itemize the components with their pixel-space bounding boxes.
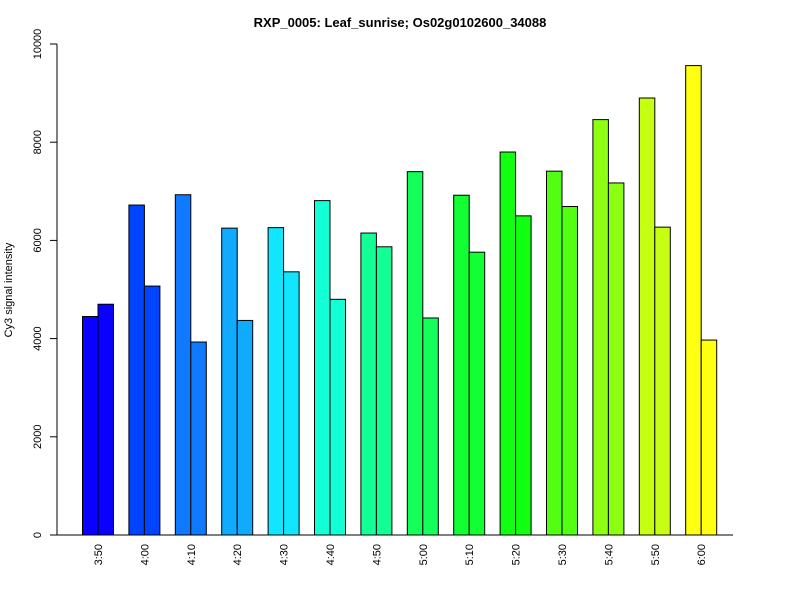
bar-550-s1 <box>638 97 656 536</box>
y-tick-label: 0 <box>32 532 44 538</box>
bar-350-s1 <box>82 316 99 536</box>
bar-350-s2 <box>97 303 114 536</box>
bar-400-s1 <box>128 204 145 536</box>
x-tick-label: 5:50 <box>650 544 662 565</box>
x-tick-label: 4:00 <box>139 544 151 565</box>
y-tick-label: 8000 <box>32 130 44 154</box>
bar-440-s1 <box>314 200 331 536</box>
bar-540-s1 <box>592 119 609 536</box>
bar-550-s2 <box>654 226 671 536</box>
bar-410-s1 <box>174 194 192 536</box>
x-tick-label: 5:40 <box>603 544 615 565</box>
y-axis-label: Cy3 signal intensity <box>3 242 15 337</box>
bar-500-s1 <box>406 171 424 536</box>
x-tick-label: 5:10 <box>464 544 476 565</box>
y-tick-label: 6000 <box>32 228 44 252</box>
bar-520-s1 <box>499 151 517 536</box>
x-tick-label: 4:50 <box>371 544 383 565</box>
bar-600-s1 <box>685 65 702 536</box>
x-tick-label: 5:00 <box>418 544 430 565</box>
bar-450-s2 <box>375 246 393 536</box>
bar-450-s1 <box>360 232 377 536</box>
x-tick-label: 4:40 <box>325 544 337 565</box>
x-tick-label: 6:00 <box>696 544 708 565</box>
bar-500-s2 <box>422 317 439 536</box>
y-tick-label: 2000 <box>32 425 44 449</box>
y-axis-ticks: 0 2000 4000 6000 8000 10000 <box>32 29 57 538</box>
x-tick-label: 4:10 <box>186 544 198 565</box>
bar-400-s2 <box>143 285 161 536</box>
y-tick-label: 4000 <box>32 326 44 350</box>
bars-group <box>82 65 718 536</box>
chart-title: RXP_0005: Leaf_sunrise; Os02g0102600_340… <box>254 15 547 30</box>
y-tick-label: 10000 <box>32 29 44 60</box>
bar-420-s1 <box>221 227 238 536</box>
bar-520-s2 <box>515 215 532 536</box>
bar-440-s2 <box>329 298 346 536</box>
bar-430-s2 <box>283 271 300 536</box>
x-tick-label: 4:20 <box>232 544 244 565</box>
bar-510-s2 <box>468 251 486 536</box>
bar-600-s2 <box>700 339 718 536</box>
bar-410-s2 <box>190 341 207 536</box>
x-tick-label: 5:30 <box>557 544 569 565</box>
bar-530-s2 <box>561 206 578 536</box>
bar-430-s1 <box>267 227 285 536</box>
bar-420-s2 <box>236 319 254 536</box>
bar-530-s1 <box>546 170 563 536</box>
bar-540-s2 <box>607 182 625 536</box>
x-tick-label: 5:20 <box>511 544 523 565</box>
bar-510-s1 <box>453 194 470 536</box>
x-axis-tick-labels: 3:50 4:00 4:10 4:20 4:30 4:40 4:50 5:00 5:10 5:20… <box>93 544 708 565</box>
x-tick-label: 4:30 <box>279 544 291 565</box>
x-tick-label: 3:50 <box>93 544 105 565</box>
